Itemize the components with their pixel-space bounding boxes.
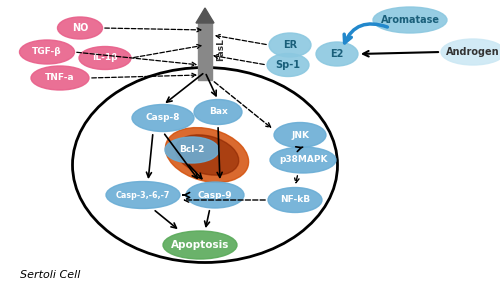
Text: Sp-1: Sp-1 <box>276 60 300 70</box>
Text: TGF-β: TGF-β <box>32 48 62 56</box>
Text: Apoptosis: Apoptosis <box>171 240 229 250</box>
Text: JNK: JNK <box>291 131 309 139</box>
Ellipse shape <box>267 54 309 76</box>
Ellipse shape <box>166 128 248 182</box>
Ellipse shape <box>79 46 131 69</box>
Text: Casp-9: Casp-9 <box>198 191 232 199</box>
Text: Bcl-2: Bcl-2 <box>180 145 204 155</box>
Text: Androgen: Androgen <box>446 47 500 57</box>
Ellipse shape <box>269 33 311 57</box>
Ellipse shape <box>163 231 237 259</box>
Text: ER: ER <box>283 40 297 50</box>
Text: TNF-a: TNF-a <box>45 74 75 82</box>
Polygon shape <box>196 8 214 23</box>
Text: Sertoli Cell: Sertoli Cell <box>20 270 80 280</box>
Ellipse shape <box>132 105 194 132</box>
Ellipse shape <box>186 182 244 208</box>
Ellipse shape <box>58 17 102 39</box>
Text: E2: E2 <box>330 49 344 59</box>
Text: NO: NO <box>72 23 88 33</box>
Text: Casp-8: Casp-8 <box>146 114 180 122</box>
Text: Aromatase: Aromatase <box>380 15 440 25</box>
Ellipse shape <box>175 135 239 175</box>
Ellipse shape <box>274 122 326 148</box>
Text: IL-1β: IL-1β <box>92 54 118 62</box>
Ellipse shape <box>270 147 336 173</box>
Ellipse shape <box>165 137 219 163</box>
Text: Bax: Bax <box>208 108 228 116</box>
Ellipse shape <box>20 40 74 64</box>
Ellipse shape <box>31 66 89 90</box>
Text: Casp-3,-6,-7: Casp-3,-6,-7 <box>116 191 170 199</box>
Text: FasL: FasL <box>216 38 225 62</box>
Ellipse shape <box>194 99 242 125</box>
Bar <box>198 20 212 80</box>
Text: NF-kB: NF-kB <box>280 195 310 205</box>
Text: p38MAPK: p38MAPK <box>279 155 327 165</box>
Ellipse shape <box>268 188 322 212</box>
Ellipse shape <box>441 39 500 65</box>
Ellipse shape <box>373 7 447 33</box>
Ellipse shape <box>316 42 358 66</box>
Ellipse shape <box>106 181 180 208</box>
